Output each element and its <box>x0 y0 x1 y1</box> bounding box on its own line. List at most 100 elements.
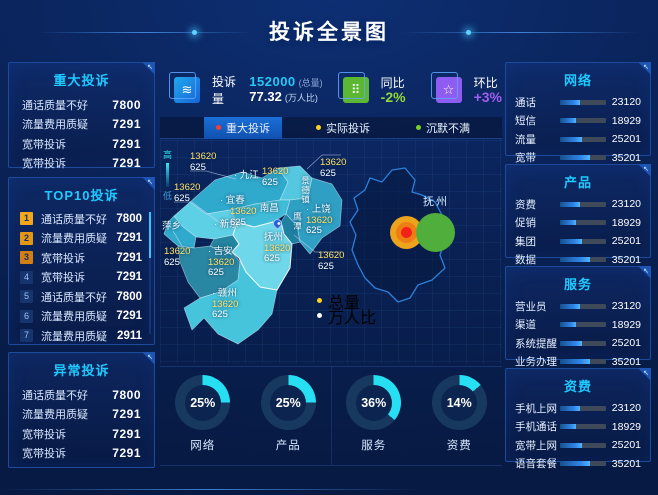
city-label: 萍乡 <box>162 221 182 232</box>
tab-重大投诉[interactable]: 重大投诉 <box>204 116 282 139</box>
complaint-value: 7291 <box>112 446 141 461</box>
scale-high-label: 高 <box>163 150 173 160</box>
metric-row: 渠道 18929 <box>506 316 650 335</box>
scale-low-label: 低 <box>163 191 173 201</box>
map-city-九江: · 九江 <box>234 170 259 182</box>
tab-dot-icon <box>316 125 321 130</box>
donut-percent: 36% <box>361 395 387 410</box>
donut-chart: 25% 网络 <box>163 375 243 453</box>
complaint-type-label: 流量费用质疑 <box>41 311 107 324</box>
complaint-type-label: 流量费用质疑 <box>41 330 107 343</box>
donut-hole: 25% <box>184 384 221 421</box>
kpi-total-suffix: (总量) <box>298 78 323 88</box>
metric-value: 18929 <box>611 420 641 433</box>
complaint-value: 2911 <box>117 329 142 342</box>
ok-indicator-icon[interactable] <box>416 213 455 252</box>
map-callout: 13620 625 <box>318 250 344 272</box>
star-icon: ☆ <box>430 72 462 103</box>
map-legend: 总量 万人比 <box>317 295 376 327</box>
metric-value: 25201 <box>611 439 641 452</box>
bar-track <box>560 359 606 365</box>
complaint-value: 7291 <box>112 426 141 441</box>
donut-percent: 25% <box>190 395 216 410</box>
page-title: 投诉全景图 <box>269 21 389 44</box>
bar-fill <box>560 99 580 105</box>
section-divider <box>331 367 332 465</box>
map-region-pingxiang[interactable] <box>163 215 197 249</box>
complaint-type-label: 通话质量不好 <box>41 213 107 226</box>
complaint-value: 7291 <box>116 251 142 264</box>
complaint-value: 7800 <box>112 97 141 112</box>
map-city-新余: · 新余 <box>214 219 239 231</box>
bar-track <box>560 155 606 161</box>
metric-label: 手机上网 <box>515 402 557 415</box>
callout-ratio-value: 625 <box>230 217 246 228</box>
top10-scrollbar[interactable] <box>149 212 151 334</box>
list-item: 流量费用质疑 7291 <box>9 405 154 425</box>
map-city-赣州: · 赣州 13620 625 <box>212 288 238 321</box>
kpi-mom: ☆ 环比 +3% <box>430 72 502 104</box>
bar-track <box>560 461 606 467</box>
metric-row: 数据 35201 <box>506 251 650 270</box>
metric-label: 资费 <box>515 198 536 211</box>
panel-title: 产品 <box>563 175 592 190</box>
scale-gradient-bar <box>166 163 169 187</box>
complaint-value: 7291 <box>112 407 141 422</box>
service-list: 营业员 23120 渠道 18929 系统提醒 25201 业务办理 35201 <box>506 297 650 371</box>
network-list: 通话 23120 短信 18929 流量 25201 宽带 35201 <box>506 93 650 167</box>
donut-ring: 25% <box>260 375 316 430</box>
bar-fill <box>560 118 577 124</box>
panel-service: 服务 营业员 23120 渠道 18929 系统提醒 25201 业务办理 35201 <box>505 266 651 368</box>
city-label: · 新余 <box>214 219 239 230</box>
donut-percent: 25% <box>275 395 301 410</box>
bar-track <box>560 238 606 244</box>
metric-row: 宽带上网 25201 <box>506 436 650 455</box>
major-list: 通话质量不好 7800 流量费用质疑 7291 宽带投诉 7291 宽带投诉 7291 <box>9 95 154 173</box>
callout-total-value: 13620 <box>190 151 217 162</box>
tab-实际投诉[interactable]: 实际投诉 <box>304 117 382 139</box>
callout-total-value: 13620 <box>320 157 347 168</box>
complaint-value: 7800 <box>116 212 142 225</box>
callout-total-value: 13620 <box>174 182 201 193</box>
map-city-宜春: · 宜春 <box>220 195 245 207</box>
donut-chart: 14% 资费 <box>419 375 499 453</box>
tab-dot-icon <box>216 125 221 130</box>
metric-label: 业务办理 <box>515 356 557 369</box>
donut-label: 服务 <box>361 440 387 452</box>
map-city-鹰潭: 鹰潭 <box>292 212 303 231</box>
map-callout: 13620 625 <box>230 206 256 228</box>
callout-total-value: 13620 <box>164 246 191 257</box>
metric-row: 手机上网 23120 <box>506 399 650 418</box>
callout-ratio-value: 625 <box>320 168 336 179</box>
tab-沉默不满[interactable]: 沉默不满 <box>404 117 482 139</box>
city-ratio-value: 625 <box>212 309 228 320</box>
metric-row: 流量 25201 <box>506 130 650 149</box>
callout-ratio-value: 625 <box>318 261 334 272</box>
complaint-value: 7800 <box>112 387 141 402</box>
map-city-景德镇: 景德镇 <box>300 176 311 205</box>
complaint-type-label: 宽带投诉 <box>41 252 85 265</box>
title-decoration-line <box>400 32 640 33</box>
list-item: 通话质量不好 7800 <box>9 385 154 405</box>
bar-track <box>560 303 606 309</box>
bar-track <box>560 118 606 124</box>
panel-title: 异常投诉 <box>53 363 110 378</box>
metric-value: 18929 <box>611 318 641 331</box>
panel-tariff: 资费 手机上网 23120 手机通话 18929 宽带上网 25201 语音套餐 35201 <box>505 368 651 470</box>
map-callout: 13620 625 <box>164 246 190 268</box>
kpi-complaint-total: ≋ 投诉量 152000 (总量) 77.32 (万人比) <box>169 72 323 107</box>
metric-label: 通话 <box>515 96 536 109</box>
metric-row: 通话 23120 <box>506 93 650 112</box>
metric-row: 业务办理 35201 <box>506 353 650 372</box>
donut-chart: 36% 服务 <box>334 375 414 453</box>
map-callout: 13620 625 <box>174 182 200 204</box>
map-city-萍乡: 萍乡 <box>162 221 182 233</box>
bar-fill <box>560 201 580 207</box>
bar-track <box>560 136 606 142</box>
bar-fill <box>560 136 582 142</box>
map-region-ganzhou[interactable] <box>183 261 278 345</box>
donut-chart: 25% 产品 <box>248 375 328 453</box>
bar-fill <box>560 322 577 328</box>
list-item: 宽带投诉 7291 <box>9 134 154 154</box>
